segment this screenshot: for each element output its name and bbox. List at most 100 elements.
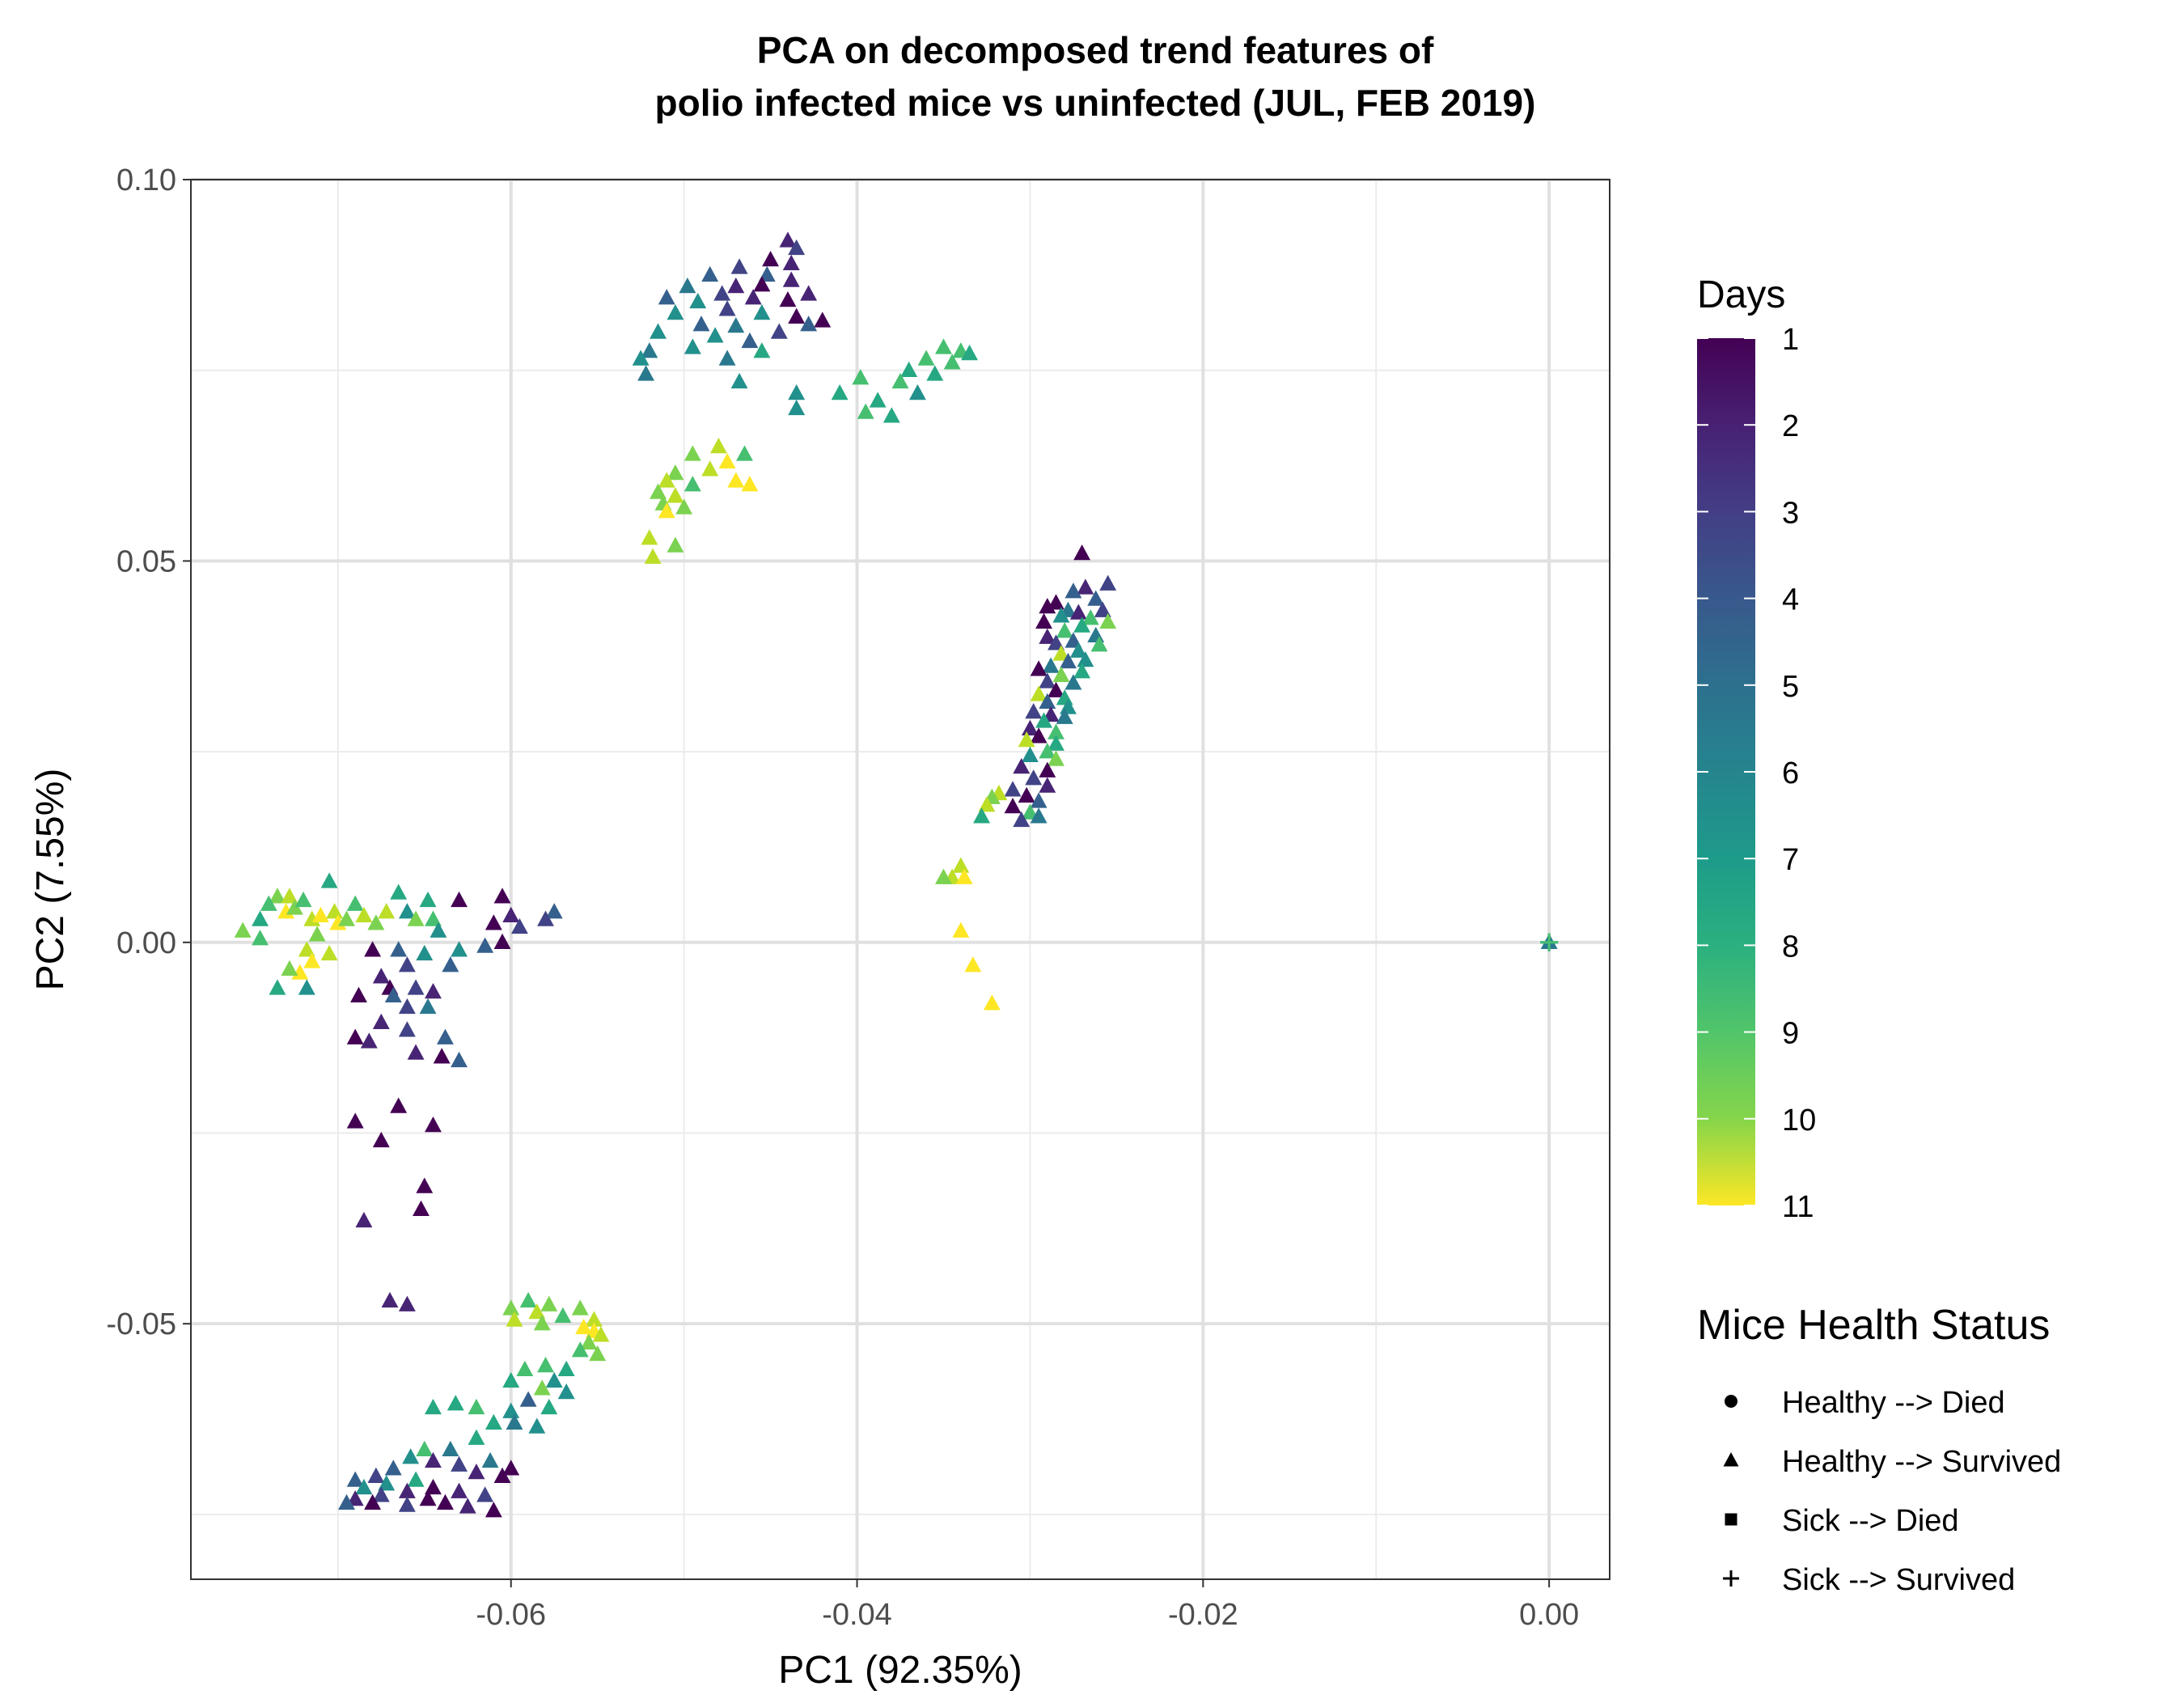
data-point <box>557 1383 575 1400</box>
data-point <box>718 300 736 316</box>
data-point <box>442 956 459 972</box>
data-point <box>1077 578 1094 595</box>
data-point <box>1030 727 1048 744</box>
data-point <box>1099 574 1117 591</box>
data-point <box>718 452 736 469</box>
data-point <box>788 307 806 324</box>
data-point <box>1056 622 1073 638</box>
data-point <box>1540 933 1559 951</box>
data-point <box>1025 703 1043 719</box>
data-point <box>493 888 511 904</box>
data-point <box>758 265 776 282</box>
data-point <box>485 1413 502 1430</box>
data-point <box>260 895 277 911</box>
data-point <box>1030 660 1048 676</box>
data-point <box>585 1311 603 1327</box>
shape-legend: Mice Health Status Healthy --> Died Healt… <box>1697 1302 2061 1597</box>
data-point <box>782 271 800 287</box>
data-point <box>540 1398 558 1415</box>
data-point <box>459 1498 476 1514</box>
x-tick-label: -0.04 <box>822 1598 892 1632</box>
data-point <box>320 872 338 888</box>
shape-legend-title: Mice Health Status <box>1697 1302 2050 1349</box>
data-point <box>346 1112 364 1129</box>
data-point <box>502 1299 520 1316</box>
data-point <box>407 979 425 995</box>
data-point <box>519 1391 537 1407</box>
data-point <box>779 290 797 307</box>
data-point <box>506 1413 523 1430</box>
data-point <box>1039 672 1056 688</box>
data-point <box>641 529 658 545</box>
data-point <box>346 1490 364 1506</box>
data-point <box>281 960 298 977</box>
data-point <box>320 944 338 961</box>
data-point <box>398 1021 416 1037</box>
colorbar-tick-label: 2 <box>1782 409 1799 443</box>
data-point <box>779 231 797 248</box>
data-point <box>632 350 650 366</box>
data-point <box>281 888 298 904</box>
data-point <box>425 1451 442 1468</box>
data-point <box>436 1028 454 1044</box>
data-point <box>533 1379 551 1396</box>
data-point <box>1035 612 1052 629</box>
data-point <box>502 1460 520 1476</box>
data-point <box>788 399 806 416</box>
data-point <box>502 1402 520 1418</box>
data-point <box>360 1032 378 1049</box>
data-point <box>451 1455 468 1472</box>
grid <box>191 178 1610 1579</box>
data-point <box>298 979 315 995</box>
data-point <box>814 311 832 328</box>
data-point <box>1030 685 1048 701</box>
data-point <box>425 1398 442 1415</box>
data-point <box>658 502 675 519</box>
data-point <box>355 1211 373 1228</box>
data-point <box>658 289 675 305</box>
data-point <box>882 407 900 423</box>
shape-legend-key <box>1723 1570 1739 1587</box>
data-point <box>1030 807 1048 824</box>
data-point <box>537 910 554 926</box>
y-tick-label: -0.05 <box>106 1307 176 1341</box>
data-point <box>900 361 918 377</box>
data-point <box>516 1360 534 1376</box>
data-point <box>1048 750 1064 766</box>
data-point <box>935 338 952 354</box>
data-point <box>419 998 437 1015</box>
y-tick-label: 0.00 <box>116 926 176 960</box>
data-point <box>286 899 303 915</box>
data-point <box>983 994 1001 1011</box>
shape-legend-item: Healthy --> Died <box>1725 1386 2005 1420</box>
y-tick-label: 0.05 <box>116 544 176 578</box>
data-point <box>1021 719 1039 736</box>
data-point <box>571 1299 589 1316</box>
data-point <box>1090 636 1108 652</box>
data-point <box>1073 544 1091 561</box>
x-tick-label: -0.02 <box>1168 1598 1238 1632</box>
data-point <box>381 1291 399 1308</box>
shape-legend-label: Sick --> Died <box>1782 1504 1959 1538</box>
data-point <box>384 1460 402 1476</box>
data-point <box>701 265 719 282</box>
data-point <box>762 250 780 267</box>
data-point <box>637 365 655 381</box>
data-point <box>689 292 707 309</box>
data-point <box>398 903 416 919</box>
data-point <box>1052 645 1070 661</box>
data-point <box>667 464 684 481</box>
data-point <box>493 1467 511 1483</box>
data-point <box>1056 708 1073 724</box>
data-points <box>234 231 1559 1518</box>
data-point <box>1048 634 1064 650</box>
data-point <box>1048 681 1064 697</box>
data-point <box>468 1429 485 1445</box>
colorbar-ticks: 1 2 3 4 5 6 7 8 9 10 11 <box>1697 323 1816 1224</box>
data-point <box>1039 693 1056 710</box>
data-point <box>269 979 286 995</box>
data-point <box>252 930 269 946</box>
data-point <box>961 344 979 361</box>
data-point <box>398 998 416 1015</box>
data-point <box>346 895 364 911</box>
